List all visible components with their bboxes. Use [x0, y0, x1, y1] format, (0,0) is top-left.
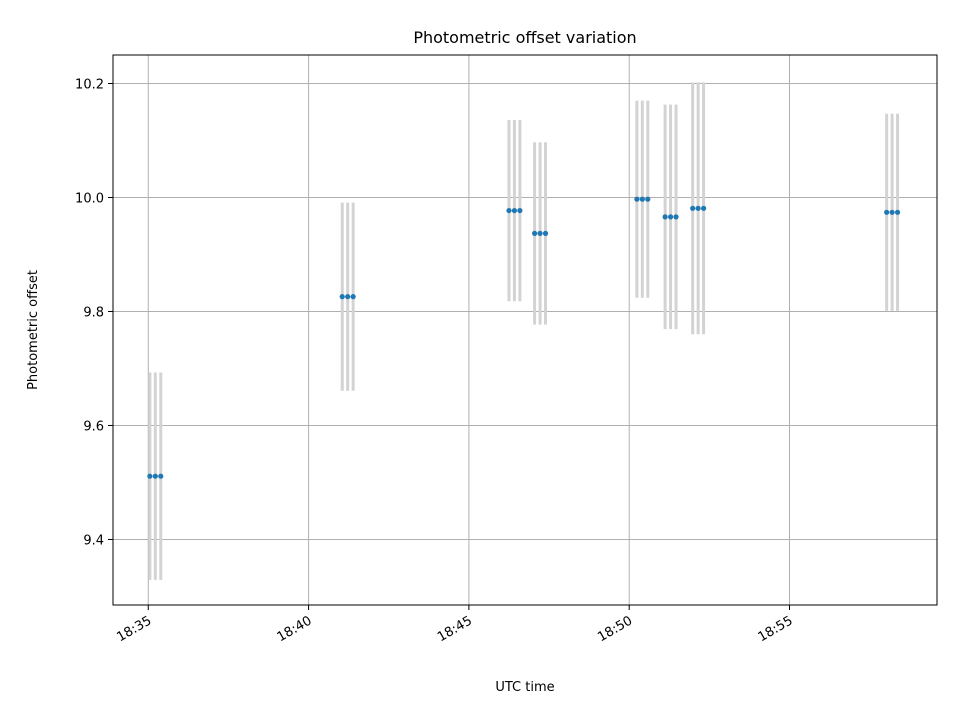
data-point	[152, 473, 158, 479]
data-point	[532, 230, 538, 236]
data-point	[350, 294, 356, 300]
data-point	[673, 214, 679, 220]
data-point	[634, 196, 640, 202]
plot-frame	[112, 54, 938, 606]
data-point	[700, 205, 707, 211]
x-axis-label: UTC time	[495, 680, 554, 695]
data-point	[645, 196, 651, 202]
y-axis-ticks: 9.4 9.6 9.8 10.0 10.2	[75, 77, 113, 548]
y-tick-label: 9.6	[83, 419, 104, 434]
grid	[113, 55, 937, 605]
y-tick-label: 9.8	[83, 305, 104, 320]
data-point	[690, 205, 696, 211]
data-point	[537, 230, 543, 236]
y-tick-label: 10.2	[75, 77, 104, 92]
data-point	[667, 214, 674, 220]
chart-title: Photometric offset variation	[413, 28, 636, 47]
data-points	[147, 196, 901, 479]
data-point	[639, 196, 645, 202]
y-tick-label: 9.4	[83, 533, 104, 548]
data-point	[511, 207, 518, 214]
data-point	[662, 214, 668, 220]
data-point	[517, 207, 523, 214]
y-tick-label: 10.0	[75, 191, 104, 206]
data-point	[339, 294, 345, 300]
data-point	[884, 209, 890, 215]
data-point	[695, 205, 701, 211]
data-point	[147, 473, 153, 479]
data-point	[889, 209, 895, 215]
data-point	[345, 294, 351, 300]
data-point	[894, 209, 901, 215]
data-point	[542, 230, 549, 236]
y-axis-label: Photometric offset	[26, 270, 41, 390]
data-point	[506, 207, 512, 214]
data-point	[158, 473, 164, 479]
